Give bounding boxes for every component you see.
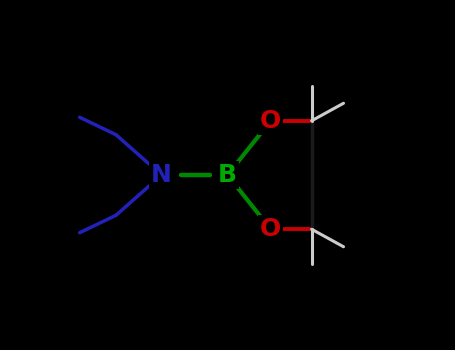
Text: N: N (151, 163, 172, 187)
Text: O: O (260, 109, 281, 133)
Text: O: O (260, 217, 281, 241)
Text: B: B (218, 163, 237, 187)
